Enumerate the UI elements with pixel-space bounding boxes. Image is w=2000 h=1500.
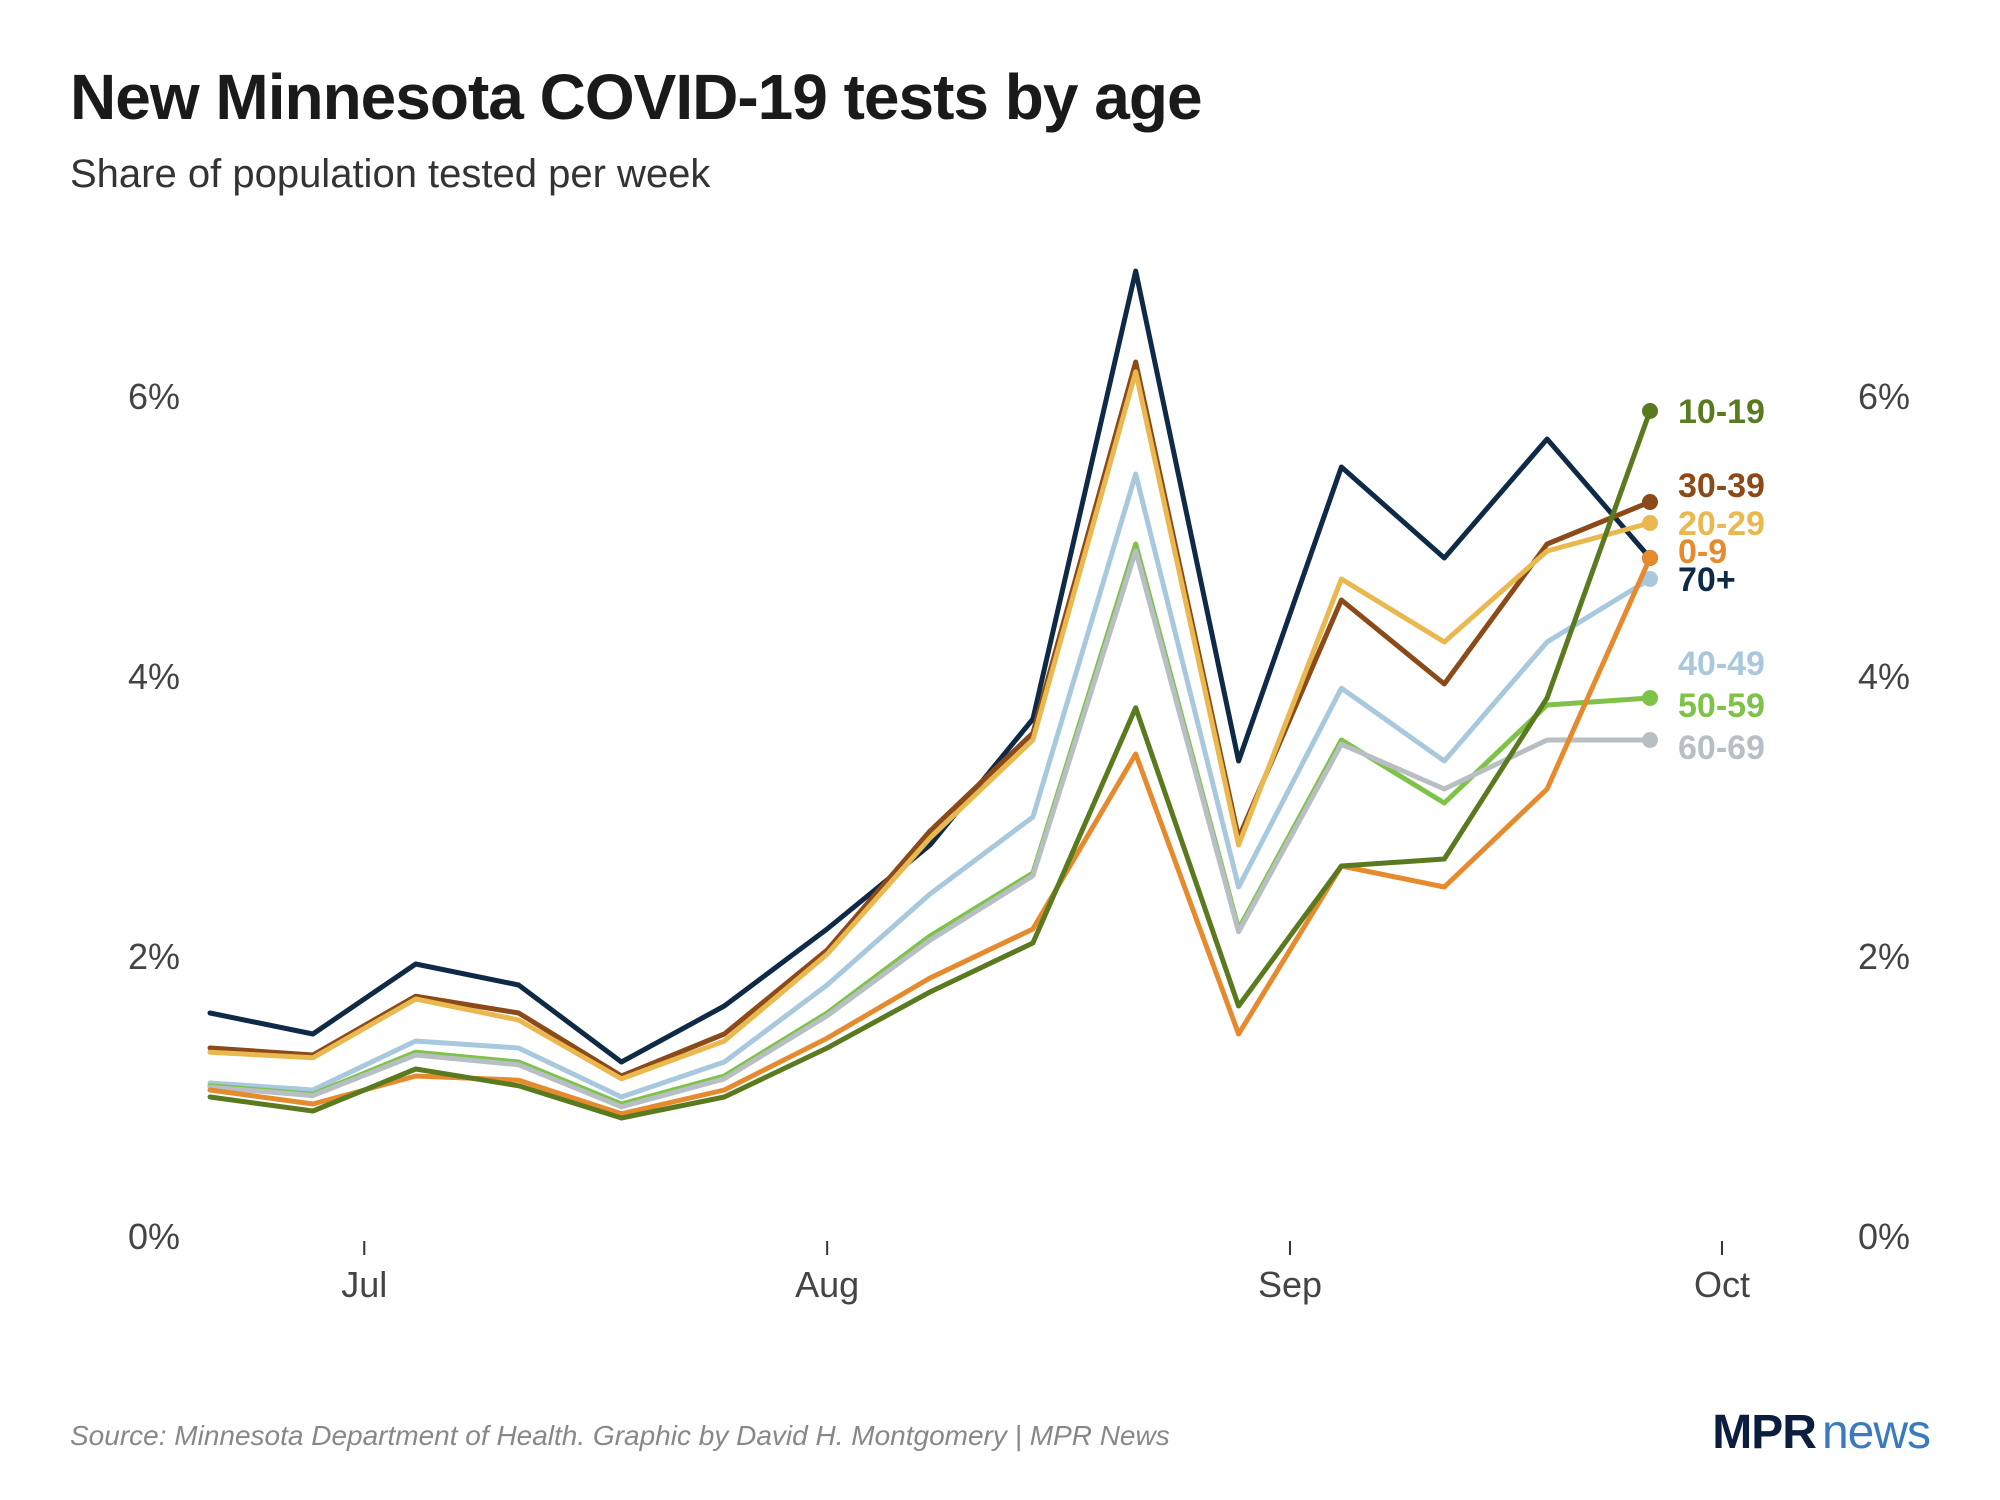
series-end-dot-50-59 bbox=[1642, 690, 1658, 706]
logo-news: news bbox=[1822, 1406, 1930, 1459]
series-end-dot-20-29 bbox=[1642, 515, 1658, 531]
series-end-dot-10-19 bbox=[1642, 403, 1658, 419]
y-axis-label-right: 0% bbox=[1858, 1216, 1910, 1257]
series-line-10-19 bbox=[210, 411, 1650, 1118]
series-line-70+ bbox=[210, 271, 1650, 1062]
y-axis-label-right: 6% bbox=[1858, 376, 1910, 417]
chart-container: 0%0%2%2%4%4%6%6%JulAugSepOct70+30-3920-2… bbox=[70, 237, 1930, 1337]
mpr-news-logo: MPRnews bbox=[1712, 1405, 1930, 1460]
series-end-dot-60-69 bbox=[1642, 732, 1658, 748]
y-axis-label-right: 4% bbox=[1858, 656, 1910, 697]
series-label-30-39: 30-39 bbox=[1678, 467, 1765, 505]
series-label-60-69: 60-69 bbox=[1678, 729, 1765, 767]
y-axis-label-left: 2% bbox=[128, 936, 180, 977]
series-line-30-39 bbox=[210, 362, 1650, 1076]
series-label-50-59: 50-59 bbox=[1678, 687, 1765, 725]
y-axis-label-left: 4% bbox=[128, 656, 180, 697]
y-axis-label-left: 0% bbox=[128, 1216, 180, 1257]
x-axis-label: Jul bbox=[341, 1264, 387, 1305]
series-end-dot-30-39 bbox=[1642, 494, 1658, 510]
series-end-dot-0-9 bbox=[1642, 550, 1658, 566]
x-axis-label: Oct bbox=[1694, 1264, 1750, 1305]
x-axis-label: Aug bbox=[795, 1264, 859, 1305]
line-chart: 0%0%2%2%4%4%6%6%JulAugSepOct70+30-3920-2… bbox=[70, 237, 1930, 1337]
chart-title: New Minnesota COVID-19 tests by age bbox=[70, 60, 1930, 134]
series-label-0-9: 0-9 bbox=[1678, 533, 1727, 571]
chart-subtitle: Share of population tested per week bbox=[70, 152, 1930, 197]
series-label-40-49: 40-49 bbox=[1678, 645, 1765, 683]
series-line-50-59 bbox=[210, 544, 1650, 1104]
source-attribution: Source: Minnesota Department of Health. … bbox=[70, 1420, 1170, 1452]
series-label-10-19: 10-19 bbox=[1678, 393, 1765, 431]
series-line-20-29 bbox=[210, 372, 1650, 1079]
x-axis-label: Sep bbox=[1258, 1264, 1322, 1305]
y-axis-label-right: 2% bbox=[1858, 936, 1910, 977]
y-axis-label-left: 6% bbox=[128, 376, 180, 417]
logo-mpr: MPR bbox=[1712, 1406, 1816, 1459]
